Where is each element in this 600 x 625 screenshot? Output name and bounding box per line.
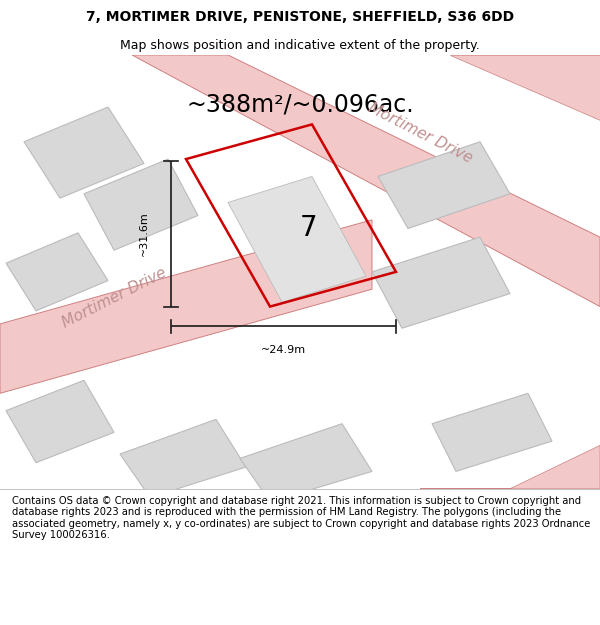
Polygon shape	[432, 393, 552, 471]
Text: ~388m²/~0.096ac.: ~388m²/~0.096ac.	[186, 93, 414, 117]
Polygon shape	[378, 142, 510, 229]
Polygon shape	[372, 237, 510, 328]
Text: Mortimer Drive: Mortimer Drive	[59, 265, 169, 331]
Text: Map shows position and indicative extent of the property.: Map shows position and indicative extent…	[120, 39, 480, 51]
Polygon shape	[6, 380, 114, 462]
Text: 7, MORTIMER DRIVE, PENISTONE, SHEFFIELD, S36 6DD: 7, MORTIMER DRIVE, PENISTONE, SHEFFIELD,…	[86, 10, 514, 24]
Polygon shape	[0, 220, 372, 393]
Text: Mortimer Drive: Mortimer Drive	[365, 100, 475, 166]
Polygon shape	[420, 446, 600, 489]
Polygon shape	[132, 55, 600, 307]
Text: 7: 7	[300, 214, 318, 243]
Polygon shape	[240, 424, 372, 502]
Polygon shape	[120, 419, 246, 498]
Polygon shape	[228, 176, 366, 302]
Polygon shape	[84, 159, 198, 250]
Text: ~24.9m: ~24.9m	[261, 345, 306, 355]
Polygon shape	[6, 233, 108, 311]
Text: ~31.6m: ~31.6m	[139, 211, 149, 256]
Text: Contains OS data © Crown copyright and database right 2021. This information is : Contains OS data © Crown copyright and d…	[12, 496, 590, 541]
Polygon shape	[450, 55, 600, 120]
Polygon shape	[24, 107, 144, 198]
